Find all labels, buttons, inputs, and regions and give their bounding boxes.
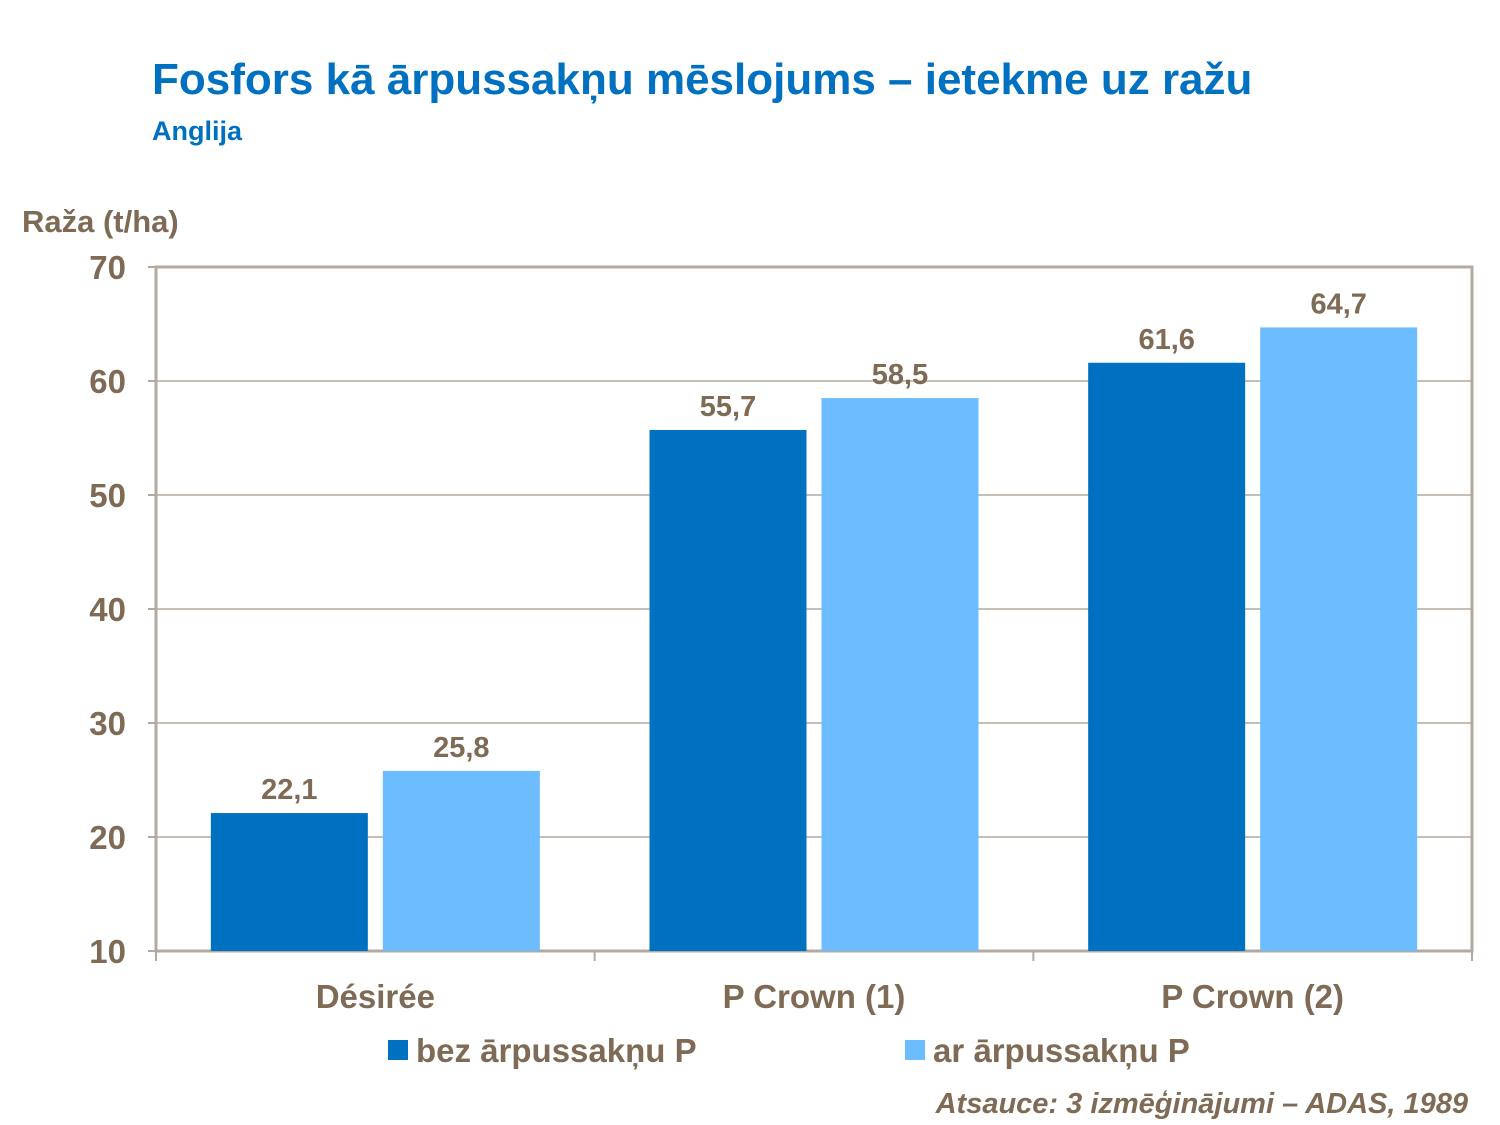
data-label: 25,8 [433, 732, 489, 764]
y-tick-label: 20 [89, 819, 126, 856]
data-label: 58,5 [872, 359, 928, 391]
y-tick-label: 50 [89, 477, 126, 514]
legend-label-bez: bez ārpussakņu P [416, 1031, 697, 1069]
legend-item-ar: ar ārpussakņu P [905, 1030, 1190, 1070]
legend-swatch-light [905, 1040, 925, 1060]
bar-bez [210, 813, 368, 951]
bar-ar [821, 398, 979, 952]
legend-item-bez: bez ārpussakņu P [388, 1030, 697, 1070]
data-label: 55,7 [700, 391, 756, 423]
y-tick-label: 30 [89, 705, 126, 742]
x-tick-label: Désirée [316, 978, 435, 1015]
x-tick-label: P Crown (2) [1161, 978, 1344, 1015]
bar-bez [649, 430, 807, 951]
bar-ar [382, 770, 540, 951]
y-tick-label: 40 [89, 591, 126, 628]
bar-bez [1088, 362, 1246, 951]
data-label: 64,7 [1310, 288, 1366, 320]
chart-subtitle: Anglija [152, 116, 243, 146]
x-tick-label: P Crown (1) [723, 978, 906, 1015]
data-label: 61,6 [1138, 324, 1194, 356]
legend-swatch-dark [388, 1040, 408, 1060]
legend-label-ar: ar ārpussakņu P [933, 1031, 1190, 1069]
y-tick-label: 60 [89, 363, 126, 400]
y-axis-label: Raža (t/ha) [22, 204, 179, 239]
source-note: Atsauce: 3 izmēģinājumi – ADAS, 1989 [935, 1088, 1468, 1120]
y-tick-label: 10 [89, 933, 126, 970]
data-label: 22,1 [261, 774, 317, 806]
chart-title: Fosfors kā ārpussakņu mēslojums – ietekm… [152, 55, 1253, 104]
y-tick-label: 70 [89, 249, 126, 286]
plot-area-frame [154, 265, 1474, 953]
bar-ar [1260, 327, 1418, 951]
